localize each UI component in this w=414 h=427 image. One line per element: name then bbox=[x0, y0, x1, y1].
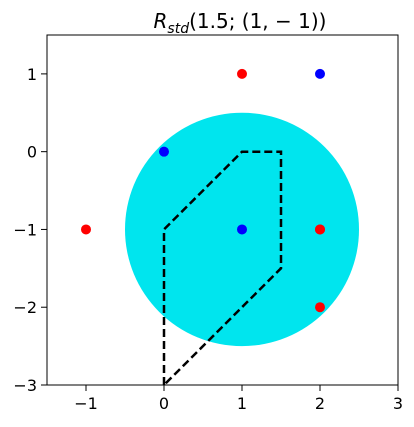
axes: −1 0 1 2 3 1 0 −1 −2 −3 bbox=[13, 65, 403, 413]
x-tick-label: 3 bbox=[393, 394, 403, 413]
chart-title: Rstd(1.5; (1, − 1)) bbox=[154, 9, 327, 37]
scatter-point bbox=[315, 68, 325, 79]
x-tick-label: 2 bbox=[315, 394, 325, 413]
y-tick-label: −1 bbox=[13, 220, 37, 239]
title-subscript: std bbox=[167, 21, 189, 37]
y-tick-label: −2 bbox=[13, 298, 37, 317]
plot-frame bbox=[46, 34, 399, 386]
scatter-point bbox=[315, 224, 325, 235]
dashed-polygon bbox=[162, 150, 283, 385]
scatter-point bbox=[237, 68, 247, 79]
y-tick-label: 1 bbox=[27, 65, 37, 84]
title-rest: (1.5; (1, − 1)) bbox=[189, 9, 326, 33]
plot-content bbox=[81, 68, 359, 385]
scatter-point bbox=[159, 146, 169, 157]
scatter-point bbox=[81, 224, 91, 235]
scatter-point bbox=[237, 224, 247, 235]
x-tick-label: 0 bbox=[159, 394, 169, 413]
x-tick-label: 1 bbox=[237, 394, 247, 413]
title-main: R bbox=[154, 9, 168, 33]
x-tick-label: −1 bbox=[74, 394, 98, 413]
scatter-point bbox=[315, 302, 325, 313]
y-tick-label: 0 bbox=[27, 143, 37, 162]
y-tick-label: −3 bbox=[13, 376, 37, 395]
